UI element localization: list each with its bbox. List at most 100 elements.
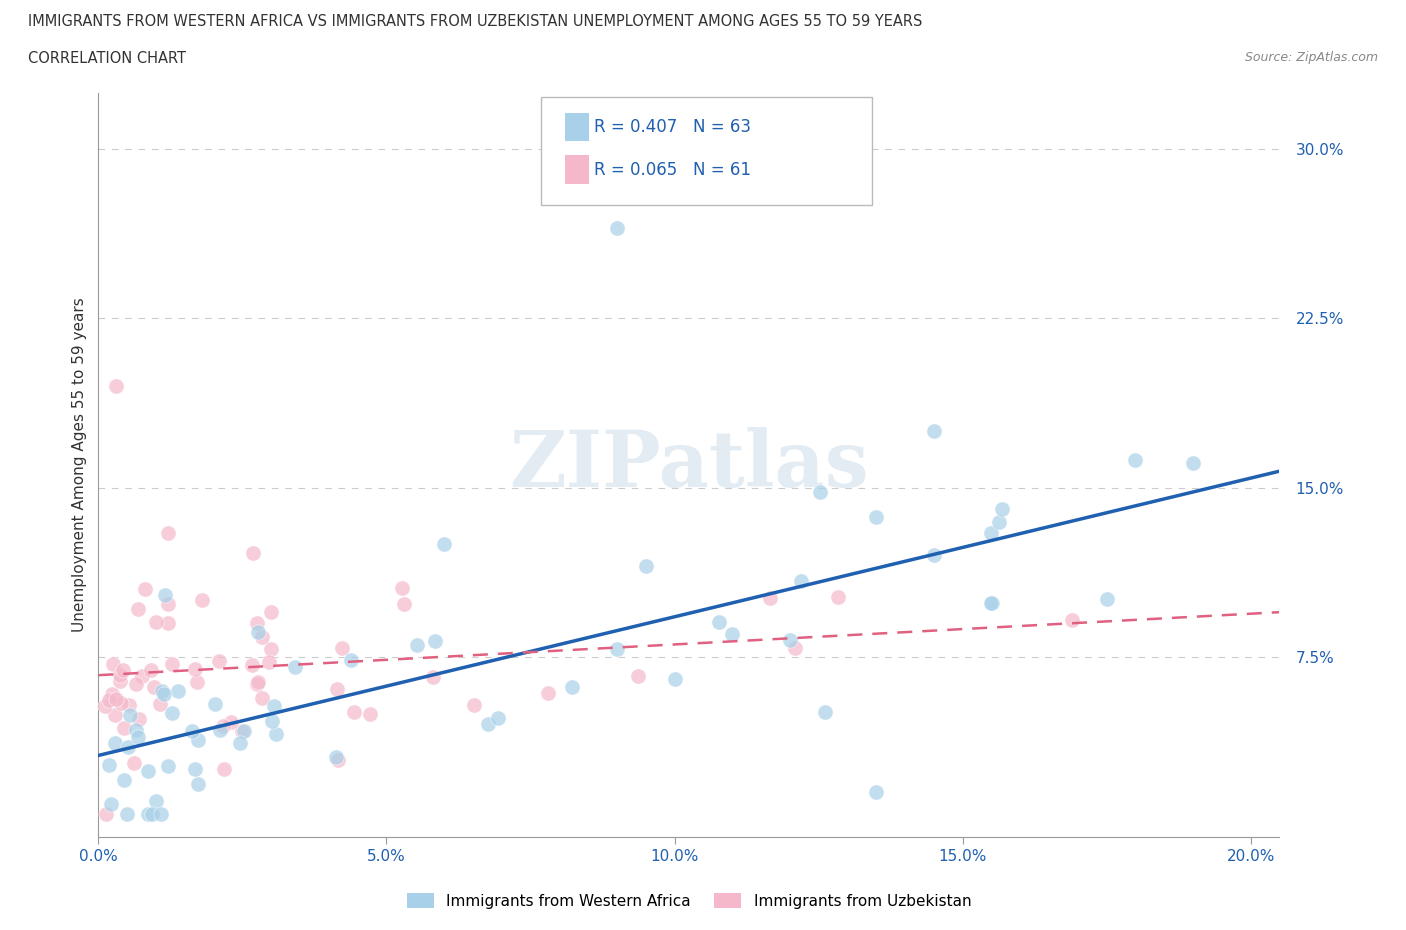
Point (326, 752, 349, 767)
Point (257, 655, 280, 670)
Point (187, 777, 209, 791)
Point (232, 724, 254, 738)
Point (246, 674, 269, 689)
Point (252, 691, 274, 706)
Point (263, 698, 285, 713)
Point (167, 684, 190, 698)
Point (1095, 591, 1118, 606)
Legend: Immigrants from Western Africa, Immigrants from Uzbekistan: Immigrants from Western Africa, Immigran… (401, 886, 977, 915)
Point (208, 654, 231, 669)
Point (326, 682, 349, 697)
Point (111, 663, 134, 678)
Point (477, 716, 499, 731)
Point (104, 708, 127, 723)
Point (221, 715, 243, 730)
Point (980, 596, 1002, 611)
Point (1182, 456, 1205, 471)
Point (98, 692, 121, 707)
Point (117, 698, 139, 712)
Point (94, 807, 117, 822)
Point (627, 669, 650, 684)
Point (204, 697, 226, 711)
Point (991, 501, 1014, 516)
Text: R = 0.065   N = 61: R = 0.065 N = 61 (595, 161, 751, 179)
Point (101, 687, 124, 702)
Point (134, 581, 156, 596)
Point (260, 714, 283, 729)
Point (156, 597, 179, 612)
Bar (565, 155, 589, 184)
Point (810, 485, 832, 499)
Point (779, 633, 801, 648)
Point (186, 674, 208, 689)
Text: R = 0.407   N = 63: R = 0.407 N = 63 (595, 118, 751, 136)
Bar (565, 113, 589, 141)
Point (117, 739, 139, 754)
Point (110, 668, 132, 683)
Point (980, 525, 1002, 540)
Point (606, 642, 628, 657)
Point (127, 729, 149, 744)
Point (97, 758, 120, 773)
Point (827, 590, 849, 604)
Point (145, 615, 167, 630)
Point (136, 764, 159, 778)
Point (537, 685, 560, 700)
Point (100, 797, 122, 812)
Point (284, 659, 307, 674)
Point (709, 615, 731, 630)
Point (240, 658, 263, 672)
Point (814, 704, 837, 719)
Point (110, 696, 132, 711)
Point (209, 723, 232, 737)
Point (463, 698, 485, 712)
Point (125, 723, 148, 737)
Point (406, 638, 429, 653)
Point (103, 657, 125, 671)
Point (153, 588, 176, 603)
Text: IMMIGRANTS FROM WESTERN AFRICA VS IMMIGRANTS FROM UZBEKISTAN UNEMPLOYMENT AMONG : IMMIGRANTS FROM WESTERN AFRICA VS IMMIGR… (28, 14, 922, 29)
Point (150, 807, 173, 822)
Point (108, 673, 131, 688)
Point (156, 758, 179, 773)
Point (156, 616, 179, 631)
Point (988, 514, 1011, 529)
Point (128, 711, 150, 726)
Point (145, 794, 167, 809)
Point (141, 807, 163, 822)
Point (112, 773, 135, 788)
Point (212, 762, 235, 777)
Point (153, 686, 176, 701)
Point (252, 630, 274, 644)
Point (359, 707, 381, 722)
Point (122, 756, 145, 771)
Point (634, 559, 657, 574)
Point (136, 807, 159, 822)
Point (127, 602, 149, 617)
Point (184, 761, 207, 776)
Point (1125, 453, 1147, 468)
Point (246, 676, 269, 691)
Point (1060, 612, 1083, 627)
Point (561, 679, 583, 694)
Point (141, 663, 163, 678)
Point (606, 220, 628, 235)
Point (486, 711, 509, 725)
Point (104, 691, 127, 706)
Point (124, 676, 146, 691)
Text: Source: ZipAtlas.com: Source: ZipAtlas.com (1244, 51, 1378, 64)
Point (162, 657, 184, 671)
Point (339, 653, 361, 668)
Point (392, 596, 415, 611)
Point (104, 379, 127, 393)
Point (264, 726, 287, 741)
Point (790, 574, 813, 589)
Point (229, 736, 252, 751)
Point (260, 604, 283, 619)
Point (664, 671, 686, 686)
Point (120, 708, 142, 723)
Point (865, 510, 887, 525)
FancyBboxPatch shape (541, 97, 872, 205)
Point (259, 642, 281, 657)
Point (785, 640, 807, 655)
